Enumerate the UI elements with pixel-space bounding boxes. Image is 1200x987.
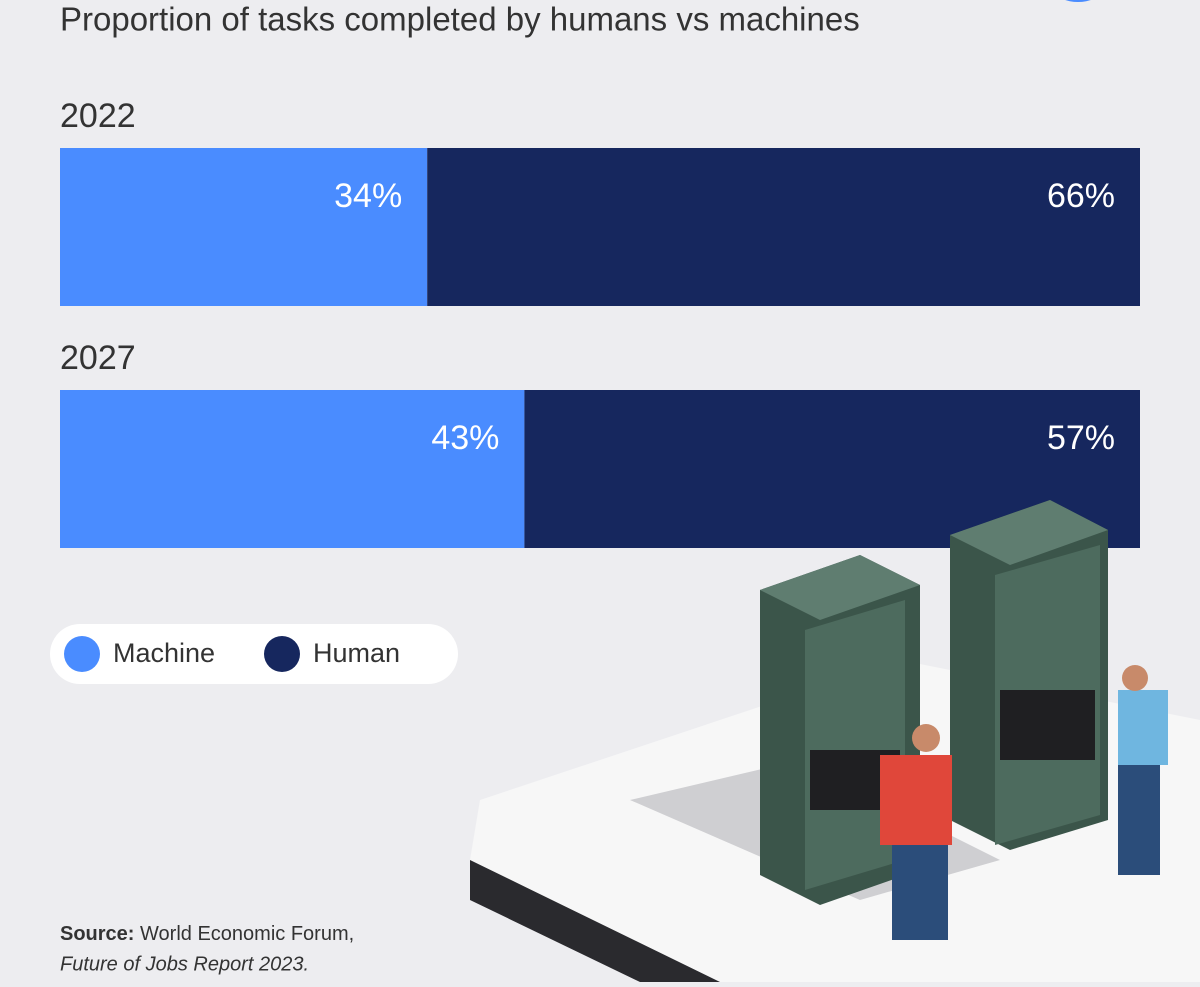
floor-edge [470,820,720,982]
source-text: World Economic Forum, [140,923,354,945]
server-left-top [760,555,920,620]
person-shirt [880,755,952,845]
person-pants [892,845,948,940]
person-head [912,724,940,752]
person-shirt [1118,690,1168,765]
bar-segment [60,390,525,548]
source: Source: World Economic Forum, [60,923,354,945]
legend-swatch [264,636,300,672]
legend-swatch [64,636,100,672]
decor-circle [1065,0,1091,2]
server-right-top [950,500,1108,565]
category-label: 2022 [60,97,136,135]
legend: Machine Human [64,636,400,672]
value-label: 43% [431,419,499,457]
legend-label: Human [313,638,400,668]
person-pants [1118,765,1160,875]
category-label: 2027 [60,339,136,377]
value-label: 57% [1047,419,1115,457]
server-left-front [805,600,905,890]
chart-title: Proportion of tasks completed by humans … [60,1,860,38]
bar-segment [427,148,1140,306]
value-label: 34% [334,177,402,215]
legend-label: Machine [113,638,215,668]
illustration [470,500,1200,982]
legend-box [50,624,458,684]
server-panel [1000,690,1095,760]
value-label: 66% [1047,177,1115,215]
bars: 2022 34% 66% 2027 43% 57% [60,97,1140,548]
source-report: Future of Jobs Report 2023. [60,953,309,975]
person-head [1122,665,1148,691]
bar-segment [60,148,428,306]
source-label: Source: [60,923,134,945]
